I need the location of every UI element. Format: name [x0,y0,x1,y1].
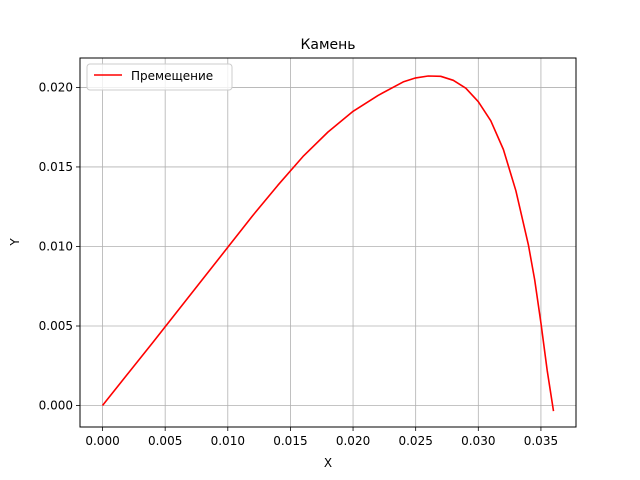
x-tick-label: 0.025 [398,434,432,448]
legend-label: Премещение [131,69,213,83]
x-tick-label: 0.020 [336,434,370,448]
x-tick-label: 0.030 [461,434,495,448]
x-tick-label: 0.015 [273,434,307,448]
x-tick-label: 0.005 [148,434,182,448]
y-tick-label: 0.000 [39,399,73,413]
y-tick-label: 0.010 [39,239,73,253]
y-tick-label: 0.015 [39,160,73,174]
series-line-premeshchenie [101,75,555,412]
plot-area-frame [79,57,577,428]
x-axis: 0.000 0.005 0.010 0.015 0.020 0.025 0.030 0.035 [85,427,558,448]
grid-lines [80,58,576,427]
chart-title: Камень [300,37,355,53]
x-tick-label: 0.000 [85,434,119,448]
y-tick-label: 0.005 [39,319,73,333]
y-axis: 0.000 0.005 0.010 0.015 0.020 [39,80,80,413]
y-axis-label: Y [8,238,22,247]
legend: Премещение [86,63,233,91]
series-layer [101,75,555,412]
x-tick-label: 0.010 [211,434,245,448]
y-tick-label: 0.020 [39,80,73,94]
x-tick-label: 0.035 [524,434,558,448]
x-axis-label: X [324,456,332,470]
legend-box [86,63,233,91]
